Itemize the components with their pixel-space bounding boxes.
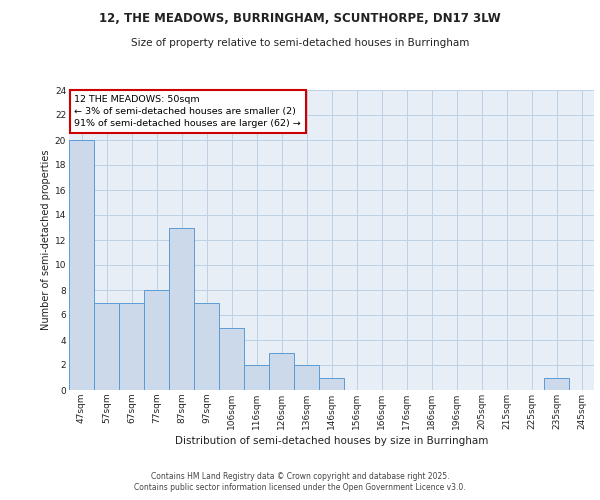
Bar — [94, 302, 119, 390]
Bar — [194, 302, 219, 390]
Bar — [319, 378, 344, 390]
Text: Size of property relative to semi-detached houses in Burringham: Size of property relative to semi-detach… — [131, 38, 469, 48]
Bar — [119, 302, 144, 390]
Text: 12, THE MEADOWS, BURRINGHAM, SCUNTHORPE, DN17 3LW: 12, THE MEADOWS, BURRINGHAM, SCUNTHORPE,… — [99, 12, 501, 26]
Text: Contains public sector information licensed under the Open Government Licence v3: Contains public sector information licen… — [134, 484, 466, 492]
Y-axis label: Number of semi-detached properties: Number of semi-detached properties — [41, 150, 50, 330]
Bar — [219, 328, 244, 390]
Bar — [544, 378, 569, 390]
Text: Contains HM Land Registry data © Crown copyright and database right 2025.: Contains HM Land Registry data © Crown c… — [151, 472, 449, 481]
Bar — [244, 365, 269, 390]
Bar — [169, 228, 194, 390]
Text: 12 THE MEADOWS: 50sqm
← 3% of semi-detached houses are smaller (2)
91% of semi-d: 12 THE MEADOWS: 50sqm ← 3% of semi-detac… — [74, 94, 301, 128]
Bar — [294, 365, 319, 390]
Bar — [269, 352, 294, 390]
Bar — [69, 140, 94, 390]
Bar — [144, 290, 169, 390]
X-axis label: Distribution of semi-detached houses by size in Burringham: Distribution of semi-detached houses by … — [175, 436, 488, 446]
